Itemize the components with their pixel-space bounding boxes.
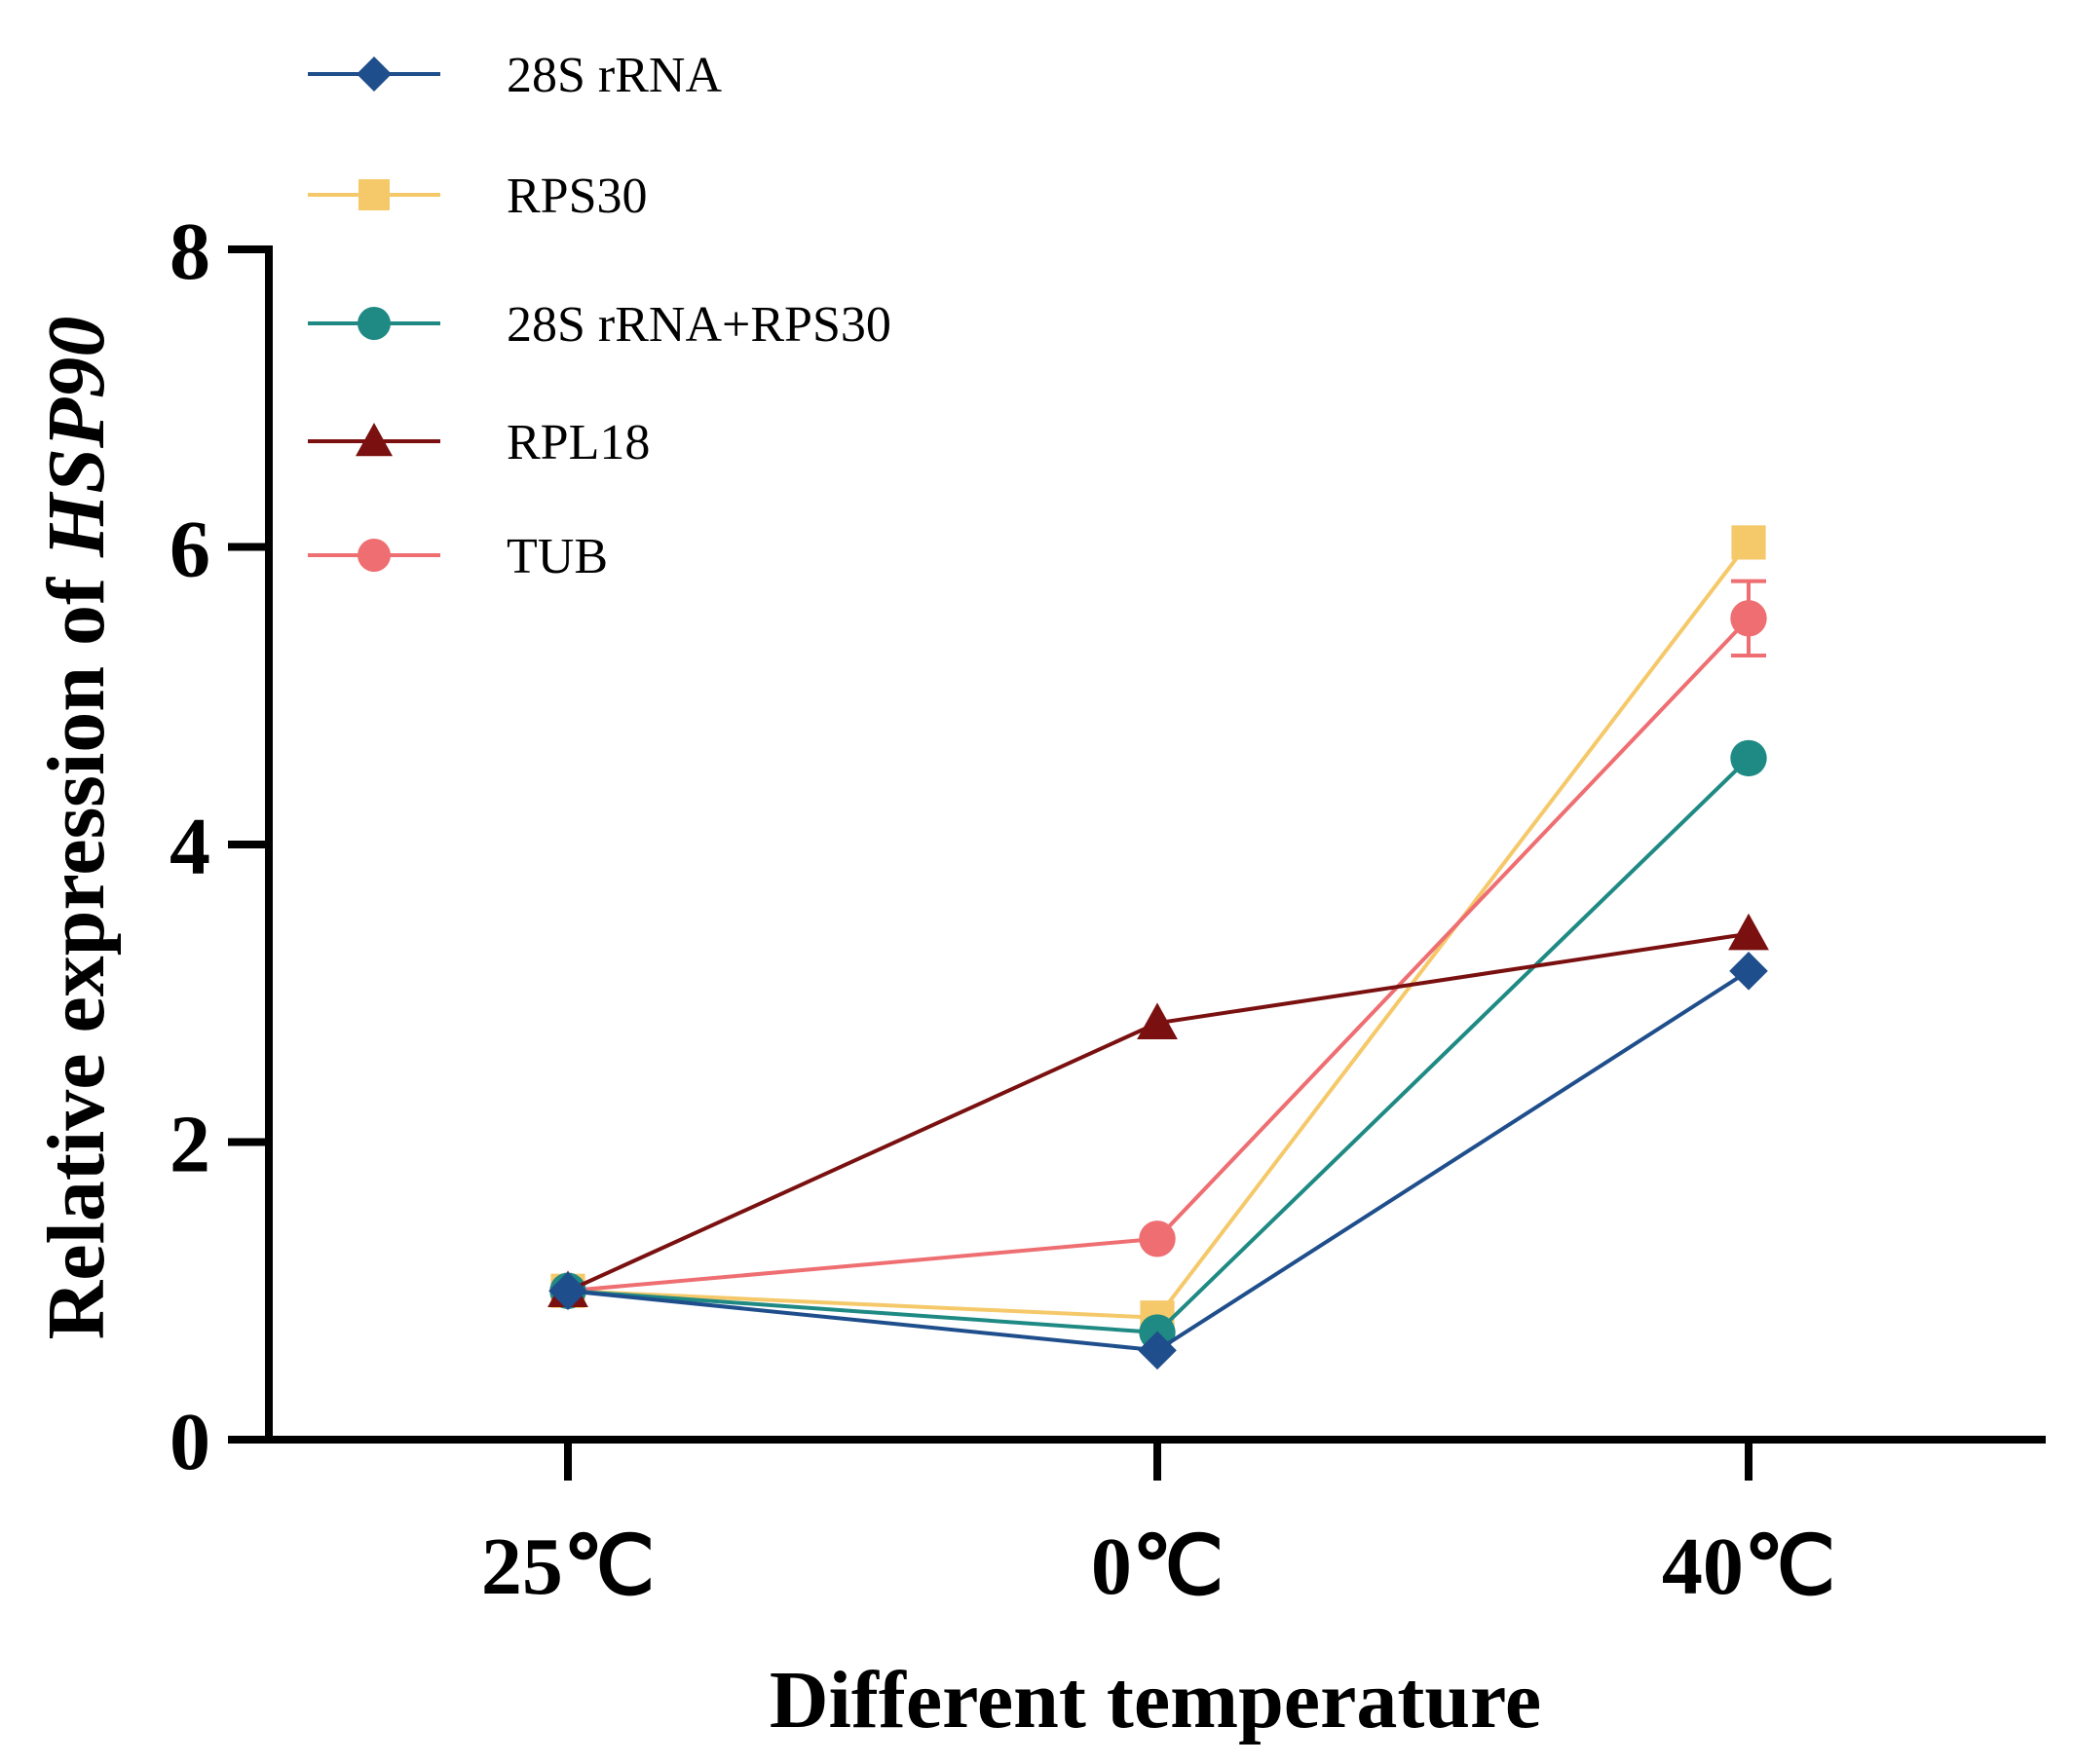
legend: 28S rRNA RPS30 28S rRNA+RPS30 RPL18 TUB [308, 48, 891, 584]
data-point [1730, 600, 1767, 637]
x-axis-title: Different temperature [770, 1655, 1541, 1745]
legend-label: TUB [507, 529, 608, 584]
data-point [1729, 952, 1768, 991]
series-28s-rrna-rps30 [549, 739, 1767, 1351]
data-point [1730, 739, 1767, 777]
legend-item: 28S rRNA+RPS30 [308, 297, 891, 353]
data-point [1139, 1220, 1176, 1257]
y-tick-label: 6 [170, 505, 210, 595]
y-tick-label: 2 [170, 1100, 210, 1190]
y-axis-title: Relative expression of HSP90 [31, 317, 122, 1340]
data-point [548, 1271, 587, 1311]
series-layer [547, 525, 1769, 1370]
legend-label: 28S rRNA [507, 48, 722, 103]
legend-item: TUB [308, 529, 608, 584]
legend-label: RPS30 [507, 169, 648, 224]
legend-label: RPL18 [507, 415, 650, 470]
data-point [1137, 1002, 1178, 1040]
series-line [567, 617, 1751, 1294]
x-tick-label: 40℃ [1662, 1521, 1835, 1612]
data-point [1731, 525, 1766, 560]
y-ticks: 0 2 4 6 8 [170, 206, 269, 1487]
y-tick-label: 8 [170, 206, 210, 297]
x-ticks: 25℃ 0℃ 40℃ [481, 1440, 1835, 1612]
data-point [1728, 913, 1769, 951]
y-axis-title-prefix: Relative expression of [31, 557, 122, 1339]
data-point [1138, 1331, 1177, 1370]
series-tub [549, 579, 1767, 1309]
legend-item: RPL18 [308, 415, 650, 470]
legend-marker [358, 179, 390, 210]
legend-marker [358, 539, 391, 572]
series-28s-rrna [548, 952, 1768, 1370]
legend-marker [358, 307, 391, 340]
legend-marker [356, 423, 393, 457]
y-tick-label: 4 [170, 802, 210, 892]
legend-label: 28S rRNA+RPS30 [507, 297, 891, 353]
y-tick-label: 0 [170, 1397, 210, 1487]
x-tick-label: 0℃ [1091, 1521, 1224, 1612]
y-axis-title-gene: HSP90 [31, 317, 122, 558]
series-rps30 [550, 525, 1766, 1335]
legend-item: 28S rRNA [308, 48, 722, 103]
x-tick-label: 25℃ [481, 1521, 655, 1612]
legend-marker [357, 56, 392, 92]
legend-item: RPS30 [308, 169, 648, 224]
